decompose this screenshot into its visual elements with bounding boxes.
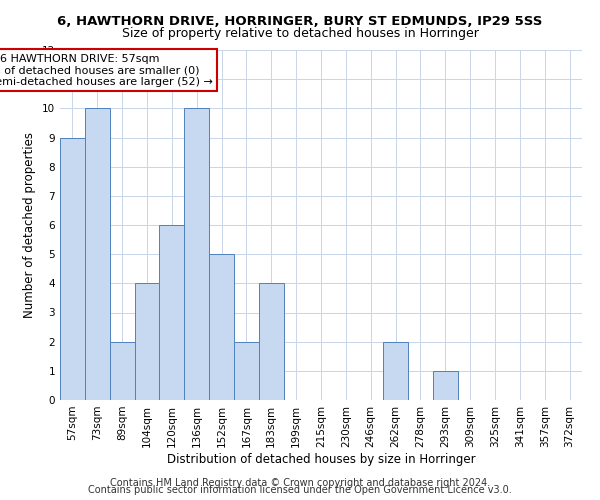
- Bar: [110, 342, 134, 400]
- Bar: [184, 108, 209, 400]
- Bar: [160, 225, 184, 400]
- Text: Size of property relative to detached houses in Horringer: Size of property relative to detached ho…: [122, 28, 478, 40]
- Y-axis label: Number of detached properties: Number of detached properties: [23, 132, 37, 318]
- Bar: [134, 284, 160, 400]
- Bar: [383, 342, 408, 400]
- Bar: [85, 108, 110, 400]
- Text: 6 HAWTHORN DRIVE: 57sqm
← <1% of detached houses are smaller (0)
95% of semi-det: 6 HAWTHORN DRIVE: 57sqm ← <1% of detache…: [0, 54, 213, 87]
- Text: Contains public sector information licensed under the Open Government Licence v3: Contains public sector information licen…: [88, 485, 512, 495]
- Bar: [433, 371, 458, 400]
- Text: 6, HAWTHORN DRIVE, HORRINGER, BURY ST EDMUNDS, IP29 5SS: 6, HAWTHORN DRIVE, HORRINGER, BURY ST ED…: [58, 15, 542, 28]
- Text: Contains HM Land Registry data © Crown copyright and database right 2024.: Contains HM Land Registry data © Crown c…: [110, 478, 490, 488]
- Bar: [259, 284, 284, 400]
- Bar: [234, 342, 259, 400]
- Bar: [60, 138, 85, 400]
- X-axis label: Distribution of detached houses by size in Horringer: Distribution of detached houses by size …: [167, 452, 475, 466]
- Bar: [209, 254, 234, 400]
